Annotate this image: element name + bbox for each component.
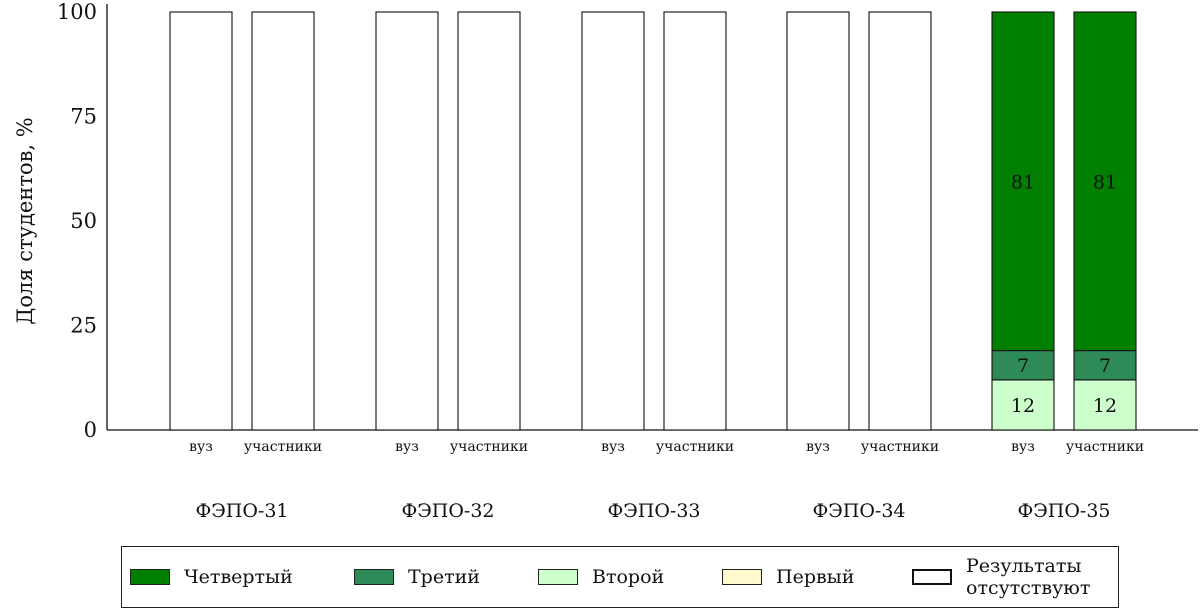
bar-no-results xyxy=(457,11,521,431)
legend-swatch-second xyxy=(538,569,578,585)
x-tick-label: вуз xyxy=(395,439,419,455)
bar-data-label: 7 xyxy=(1017,355,1029,377)
group-label: ФЭПО-33 xyxy=(607,500,700,522)
x-tick-label: участники xyxy=(450,439,528,455)
legend-item-first: Первый xyxy=(722,566,854,588)
legend-item-fourth: Четвертый xyxy=(130,566,293,588)
y-tick-label: 25 xyxy=(70,314,97,338)
y-tick-label: 0 xyxy=(84,418,97,442)
stacked-bar-chart: 0 25 50 75 100 Доля студентов, % вуз участники Ф… xyxy=(13,0,1198,522)
group-label: ФЭПО-31 xyxy=(195,500,288,522)
legend-item-third: Третий xyxy=(354,566,480,588)
y-axis-label: Доля студентов, % xyxy=(13,117,37,324)
legend-swatch-no-results xyxy=(912,569,952,585)
y-tick-label: 100 xyxy=(57,0,97,24)
y-tick-label: 50 xyxy=(70,209,97,233)
x-tick-label: участники xyxy=(1066,439,1144,455)
legend-label-no-results: Результаты отсутствуют xyxy=(966,555,1091,599)
legend-item-second: Второй xyxy=(538,566,664,588)
y-tick-label: 75 xyxy=(70,105,97,129)
bar-no-results xyxy=(581,11,645,431)
bar-no-results xyxy=(786,11,850,431)
bar-data-label: 12 xyxy=(1093,395,1117,417)
legend-swatch-first xyxy=(722,569,762,585)
bar-segment xyxy=(1073,11,1137,352)
bar-no-results xyxy=(169,11,233,431)
bar-no-results xyxy=(868,11,932,431)
bar-no-results xyxy=(375,11,439,431)
x-tick-label: вуз xyxy=(806,439,830,455)
x-tick-label: участники xyxy=(861,439,939,455)
bar-data-label: 81 xyxy=(1093,171,1117,193)
bar-data-label: 7 xyxy=(1099,355,1111,377)
x-tick-label: вуз xyxy=(189,439,213,455)
legend-swatch-third xyxy=(354,569,394,585)
legend-label-third: Третий xyxy=(408,566,480,588)
x-tick-label: участники xyxy=(244,439,322,455)
legend-swatch-fourth xyxy=(130,569,170,585)
legend-label-second: Второй xyxy=(592,566,665,588)
bar-no-results xyxy=(251,11,315,431)
bar-data-label: 12 xyxy=(1011,395,1035,417)
group-label: ФЭПО-35 xyxy=(1017,500,1110,522)
x-tick-label: вуз xyxy=(1011,439,1035,455)
legend-item-no-results: Результаты отсутствуют xyxy=(912,555,1106,599)
bar-segment xyxy=(991,11,1055,352)
legend-label-fourth: Четвертый xyxy=(184,566,293,588)
legend-label-first: Первый xyxy=(776,566,855,588)
bar-no-results xyxy=(663,11,727,431)
x-tick-label: участники xyxy=(656,439,734,455)
group-label: ФЭПО-34 xyxy=(812,500,905,522)
bar-segment xyxy=(991,379,1055,431)
bar-segment xyxy=(1073,379,1137,431)
bar-data-label: 81 xyxy=(1011,171,1035,193)
group-label: ФЭПО-32 xyxy=(401,500,494,522)
x-tick-label: вуз xyxy=(601,439,625,455)
legend: Четвертый Третий Второй Первый Результат… xyxy=(121,546,1119,608)
